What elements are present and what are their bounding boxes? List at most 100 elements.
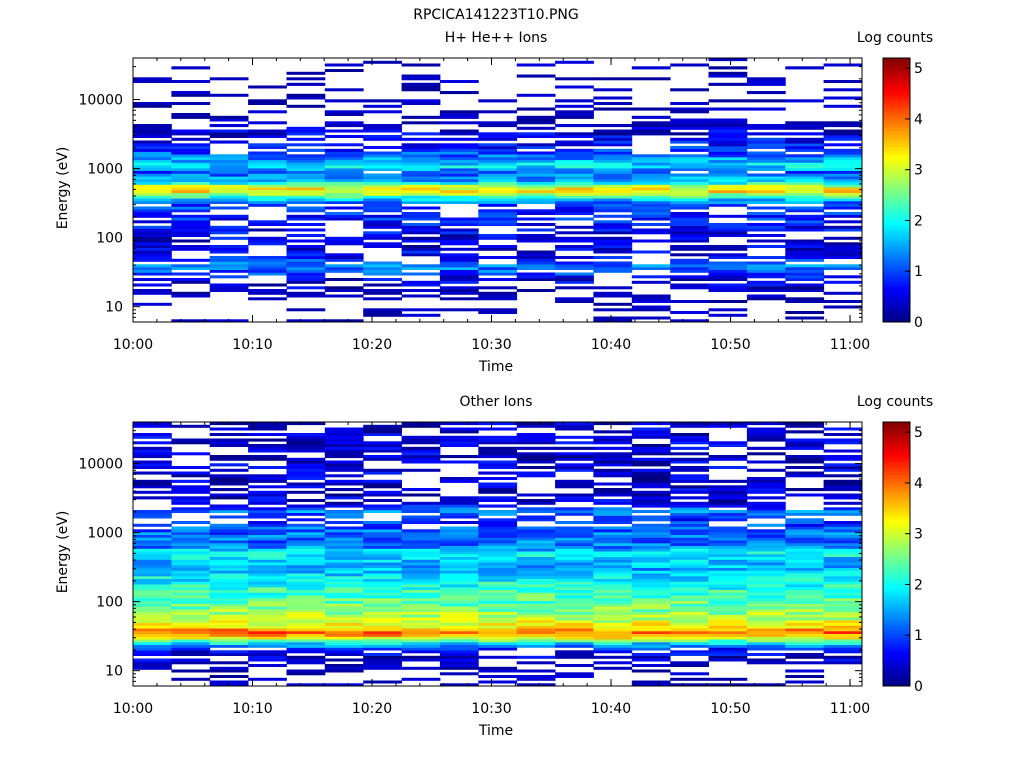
heatmap-cell [439, 151, 479, 155]
colorbar-segment [883, 262, 910, 267]
heatmap-cell [593, 551, 633, 555]
heatmap-cell [209, 504, 249, 508]
heatmap-cell [670, 228, 709, 232]
heatmap-cell [670, 190, 709, 194]
heatmap-cell [478, 170, 518, 174]
heatmap-cell [439, 501, 479, 505]
heatmap-cell [286, 457, 326, 461]
heatmap-cell [593, 507, 633, 511]
colorbar-segment [883, 481, 910, 486]
heatmap-cell [631, 203, 671, 207]
heatmap-cell [133, 220, 172, 224]
heatmap-cell [555, 424, 594, 428]
heatmap-cell [593, 107, 633, 111]
heatmap-cell [324, 581, 364, 585]
heatmap-cell [708, 289, 748, 292]
heatmap-cell [209, 250, 249, 254]
heatmap-cell [823, 592, 863, 596]
heatmap-cell [209, 463, 249, 467]
heatmap-cell [286, 256, 326, 259]
colorbar-segment [883, 653, 910, 657]
heatmap-cell [133, 283, 172, 287]
heatmap-cell [171, 245, 211, 248]
heatmap-cell [171, 91, 211, 95]
heatmap-cell [708, 424, 748, 428]
heatmap-cell [248, 543, 287, 546]
heatmap-cell [555, 247, 594, 251]
heatmap-cell [746, 625, 786, 629]
heatmap-cell [401, 521, 441, 524]
heatmap-cell [555, 115, 594, 119]
heatmap-cell [286, 449, 326, 453]
heatmap-cell [286, 683, 326, 687]
heatmap-cell [324, 121, 364, 125]
heatmap-cell [401, 184, 441, 188]
heatmap-cell [670, 422, 709, 426]
heatmap-cell [823, 168, 863, 171]
colorbar-segment [883, 537, 910, 542]
heatmap-cell [823, 636, 863, 640]
heatmap-cell [785, 471, 825, 475]
heatmap-cell [171, 565, 211, 568]
heatmap-cell [516, 633, 556, 637]
heatmap-cell [401, 187, 441, 191]
heatmap-cell [133, 510, 172, 513]
heatmap-cell [478, 523, 518, 527]
heatmap-cell [746, 124, 786, 128]
colorbar-segment [883, 124, 910, 128]
heatmap-cell [516, 570, 556, 574]
heatmap-cell [516, 669, 556, 673]
heatmap-cell [823, 521, 863, 524]
heatmap-cell [785, 633, 825, 637]
heatmap-cell [516, 636, 556, 640]
heatmap-cell [439, 537, 479, 541]
heatmap-cell [593, 308, 633, 312]
heatmap-cell [823, 482, 863, 486]
heatmap-cell [785, 457, 825, 461]
heatmap-cell [439, 272, 479, 276]
heatmap-cell [324, 611, 364, 615]
heatmap-cell [823, 220, 863, 224]
colorbar-segment [883, 259, 910, 264]
colorbar-segment [883, 246, 910, 250]
heatmap-cell [209, 168, 249, 171]
heatmap-cell [324, 88, 364, 92]
heatmap-cell [363, 308, 402, 312]
colorbar-segment [883, 517, 910, 522]
heatmap-cell [555, 297, 594, 301]
heatmap-cell [401, 532, 441, 535]
heatmap-cell [670, 540, 709, 544]
heatmap-cell [516, 625, 556, 629]
heatmap-cell [516, 209, 556, 213]
heatmap-cell [631, 653, 671, 656]
heatmap-cell [478, 529, 518, 533]
heatmap-cell [133, 639, 172, 643]
heatmap-cell [516, 176, 556, 180]
heatmap-cell [555, 140, 594, 144]
x-tick-label: 10:20 [352, 337, 392, 353]
heatmap-cell [746, 653, 786, 656]
heatmap-cell [670, 176, 709, 180]
heatmap-cell [670, 576, 709, 579]
colorbar-segment [883, 120, 910, 125]
heatmap-cell [785, 614, 825, 618]
heatmap-cell [324, 570, 364, 574]
heatmap-cell [363, 653, 402, 656]
heatmap-cell [439, 438, 479, 442]
heatmap-cell [631, 187, 671, 191]
heatmap-cell [516, 614, 556, 618]
heatmap-cell [478, 195, 518, 199]
heatmap-cell [171, 532, 211, 535]
heatmap-cell [248, 501, 287, 505]
heatmap-cell [785, 165, 825, 169]
heatmap-cell [478, 154, 518, 158]
heatmap-cell [631, 562, 671, 566]
heatmap-cell [439, 567, 479, 571]
colorbar-segment [883, 229, 910, 234]
heatmap-cell [286, 518, 326, 522]
heatmap-cell [823, 441, 863, 445]
heatmap-cell [209, 427, 249, 431]
heatmap-cell [555, 104, 594, 108]
heatmap-cell [708, 628, 748, 632]
heatmap-cell [823, 80, 863, 83]
